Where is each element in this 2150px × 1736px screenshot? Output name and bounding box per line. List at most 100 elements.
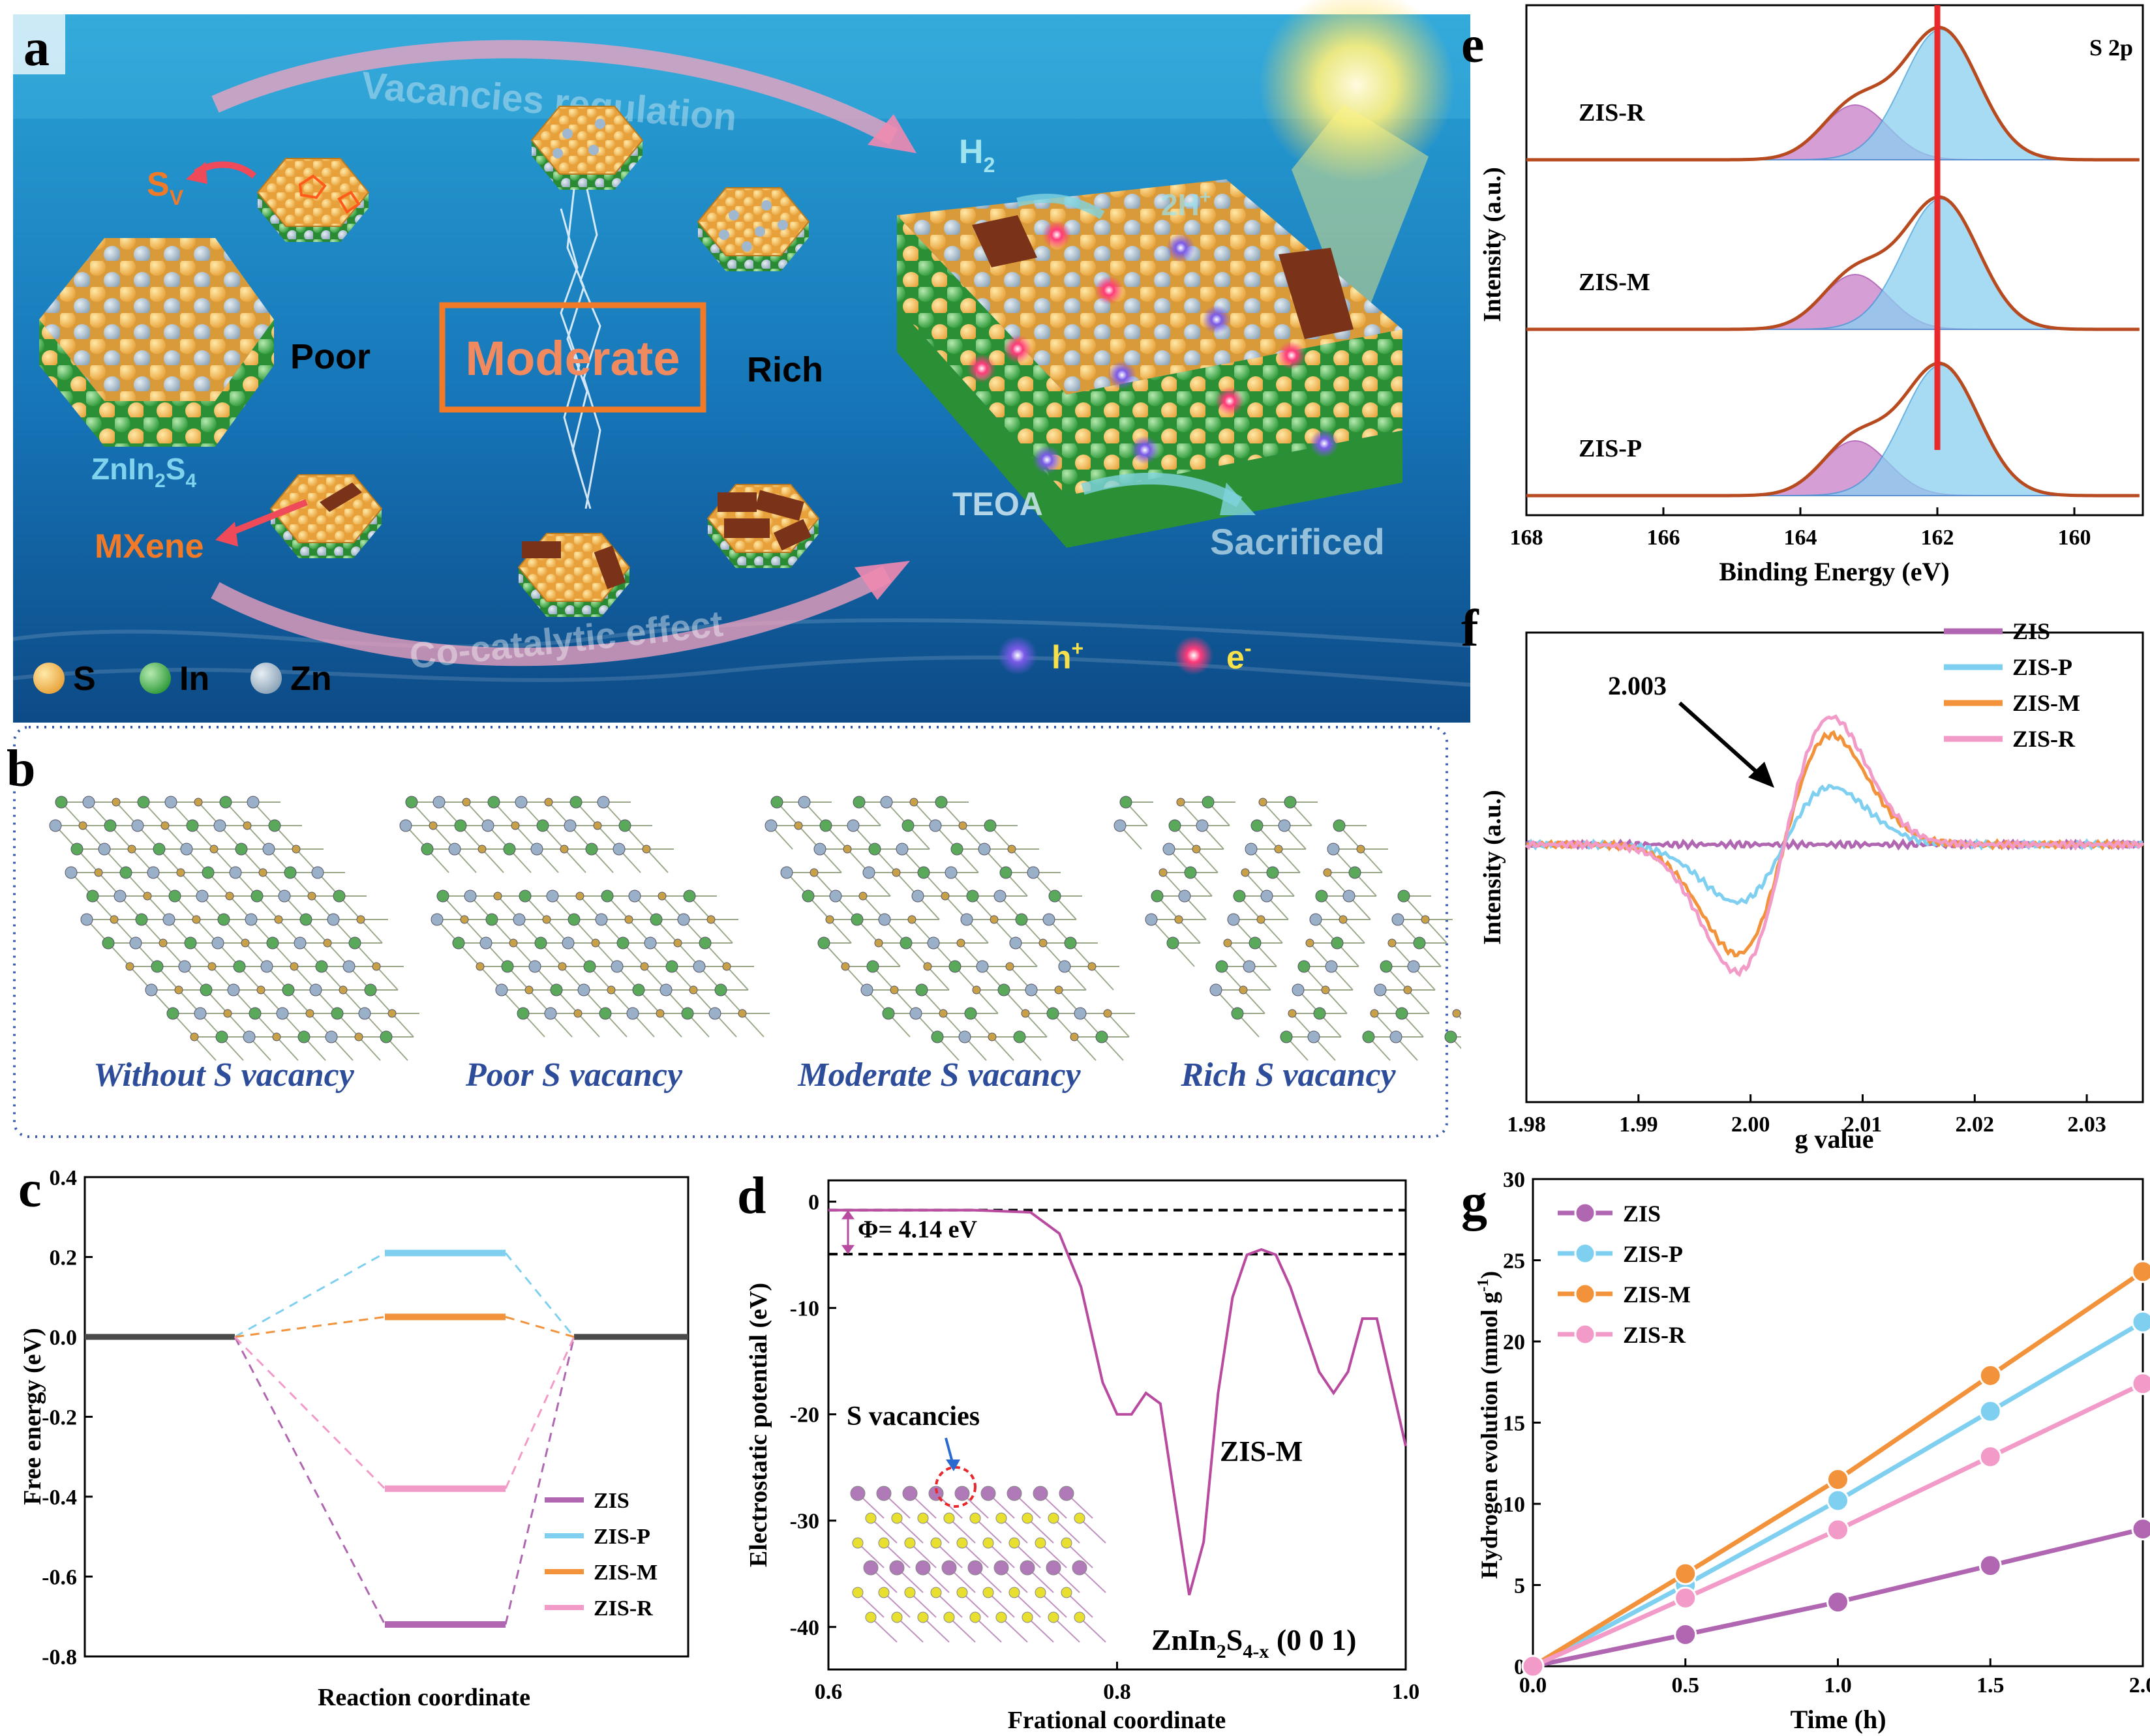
lattice-atom	[624, 915, 633, 924]
lattice-atom	[862, 866, 875, 879]
x-tick-label: 2.0	[2129, 1673, 2150, 1698]
lattice-atom	[364, 983, 377, 996]
inset-atom	[1072, 1560, 1087, 1576]
inset-atom	[878, 1587, 890, 1598]
lattice-atom	[665, 960, 678, 973]
lattice-atom	[568, 913, 581, 926]
lattice-atom	[890, 985, 899, 995]
x-tick-label: 168	[1510, 526, 1543, 550]
panel-e-chart: e 168 166 164 162 160 Binding Energy (eV) Inten…	[1461, 4, 2144, 586]
lattice-atom	[978, 843, 991, 856]
lattice-atom	[896, 843, 909, 856]
teoa-label: TEOA	[952, 486, 1043, 522]
lattice-atom	[1231, 1007, 1244, 1020]
inset-bond	[909, 1542, 937, 1568]
y-axis-label-end: )	[1476, 1271, 1502, 1279]
moderate-vacancy-crystal	[531, 106, 643, 190]
lattice-bond	[1325, 989, 1348, 1014]
vacancy-annotation: S vacancies	[847, 1401, 980, 1431]
lattice-atom	[272, 1032, 281, 1041]
panel-label-f: f	[1461, 600, 1479, 657]
lattice-atom	[299, 913, 312, 926]
lattice-atom	[601, 890, 614, 903]
lattice-atom	[607, 985, 616, 995]
lattice-atom	[948, 960, 961, 973]
lattice-atom	[405, 796, 418, 809]
y-tick-label: 0	[808, 1191, 819, 1215]
lattice-atom	[544, 798, 553, 807]
lattice-atom	[202, 866, 215, 879]
connector-ZIS-M	[505, 1315, 575, 1338]
lattice-atom	[575, 891, 584, 901]
lattice-atom	[1297, 960, 1310, 973]
lattice-atom	[1215, 960, 1228, 973]
inset-atom	[967, 1560, 983, 1576]
lattice-atom	[841, 962, 850, 971]
lattice-atom	[127, 845, 136, 854]
lattice-atom	[292, 845, 301, 854]
inset-bond	[988, 1542, 1015, 1568]
panel-label-a: a	[23, 20, 50, 77]
legend-in: In	[179, 660, 209, 698]
lattice-atom	[1113, 819, 1127, 832]
lattice-atom	[738, 1009, 747, 1018]
x-tick-label: 0.6	[815, 1680, 843, 1704]
lattice-atom	[817, 936, 830, 950]
lattice-atom	[1048, 890, 1061, 903]
lattice-atom	[339, 985, 348, 995]
phi-annotation: Φ= 4.14 eV	[858, 1216, 978, 1244]
lattice-atom	[145, 983, 158, 996]
lattice-atom	[659, 983, 673, 996]
lattice-atom	[160, 821, 170, 830]
inset-bond	[870, 1518, 898, 1544]
plot-frame	[1525, 4, 2144, 516]
panel-label-e: e	[1461, 16, 1485, 74]
lattice-atom	[119, 866, 132, 879]
lattice-atom	[802, 890, 815, 903]
connector-ZIS-M	[234, 1315, 386, 1338]
lattice-atom	[999, 866, 1012, 879]
inset-bond	[909, 1592, 937, 1618]
lattice-atom	[825, 915, 834, 924]
lattice-atom	[829, 890, 842, 903]
lattice-atom	[693, 960, 706, 973]
y-tick-label: -0.2	[42, 1406, 77, 1430]
annotation-arrow	[1678, 701, 1763, 778]
point-ZIS	[1674, 1623, 1697, 1646]
lattice-atom	[909, 798, 918, 807]
lattice-atom	[1046, 1007, 1059, 1020]
lattice-atom	[1288, 1009, 1297, 1018]
lattice-atom	[194, 1007, 207, 1020]
lattice-atom	[714, 983, 727, 996]
lattice-atom	[509, 938, 518, 948]
lattice-atom	[1021, 1009, 1030, 1018]
lattice-atom	[658, 891, 667, 901]
inset-atom	[917, 1611, 929, 1623]
lattice-atom	[192, 915, 201, 924]
inset-bond	[870, 1617, 898, 1643]
lattice-atom	[958, 1030, 971, 1043]
lattice-atom	[290, 962, 299, 971]
lattice-atom	[597, 796, 610, 809]
point-ZIS-M	[1978, 1364, 2002, 1387]
lattice-atom	[843, 845, 852, 854]
inset-bond	[883, 1592, 911, 1618]
lattice-atom	[102, 936, 115, 950]
lattice-atom	[765, 819, 778, 832]
lattice-atom	[1064, 936, 1077, 950]
lattice-1	[399, 796, 770, 1038]
lattice-atom	[477, 845, 487, 854]
lattice-atom	[331, 1007, 344, 1020]
envelope-ZIS-M	[1526, 195, 2140, 331]
lattice-atom	[1339, 915, 1348, 924]
lattice-atom	[1038, 938, 1048, 948]
lattice-atom	[900, 936, 913, 950]
lattice-bond	[1091, 966, 1114, 991]
lattice-atom	[387, 1009, 397, 1018]
lattice-3	[1113, 796, 1461, 1061]
lattice-atom	[1284, 796, 1297, 809]
point-ZIS-P	[2131, 1310, 2150, 1334]
lattice-atom	[642, 845, 651, 854]
lattice-atom	[493, 891, 502, 901]
lattice-atom	[358, 1007, 371, 1020]
